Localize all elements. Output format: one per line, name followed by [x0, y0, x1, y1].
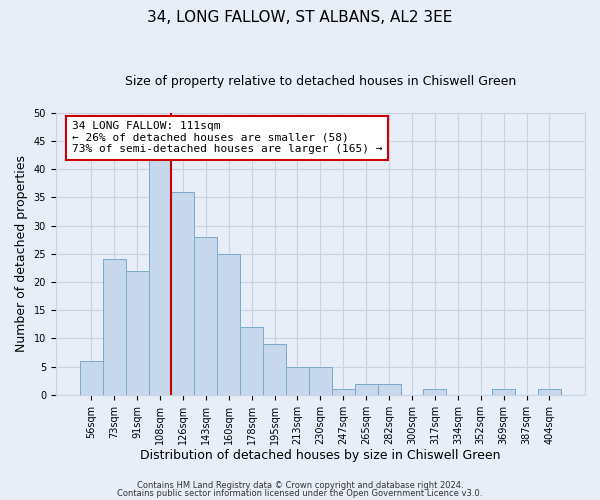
Bar — [194, 237, 217, 395]
Bar — [424, 389, 446, 395]
Bar — [217, 254, 240, 395]
Bar — [149, 158, 172, 395]
Bar — [355, 384, 377, 395]
Bar — [492, 389, 515, 395]
Bar — [125, 270, 149, 395]
Bar — [286, 366, 309, 395]
Bar — [80, 361, 103, 395]
Bar — [538, 389, 561, 395]
Y-axis label: Number of detached properties: Number of detached properties — [15, 156, 28, 352]
Text: 34 LONG FALLOW: 111sqm
← 26% of detached houses are smaller (58)
73% of semi-det: 34 LONG FALLOW: 111sqm ← 26% of detached… — [71, 121, 382, 154]
Bar — [263, 344, 286, 395]
X-axis label: Distribution of detached houses by size in Chiswell Green: Distribution of detached houses by size … — [140, 450, 500, 462]
Bar — [309, 366, 332, 395]
Bar — [240, 327, 263, 395]
Bar — [332, 389, 355, 395]
Text: 34, LONG FALLOW, ST ALBANS, AL2 3EE: 34, LONG FALLOW, ST ALBANS, AL2 3EE — [148, 10, 452, 25]
Bar — [172, 192, 194, 395]
Bar — [103, 260, 125, 395]
Title: Size of property relative to detached houses in Chiswell Green: Size of property relative to detached ho… — [125, 75, 516, 88]
Text: Contains HM Land Registry data © Crown copyright and database right 2024.: Contains HM Land Registry data © Crown c… — [137, 481, 463, 490]
Bar — [377, 384, 401, 395]
Text: Contains public sector information licensed under the Open Government Licence v3: Contains public sector information licen… — [118, 488, 482, 498]
